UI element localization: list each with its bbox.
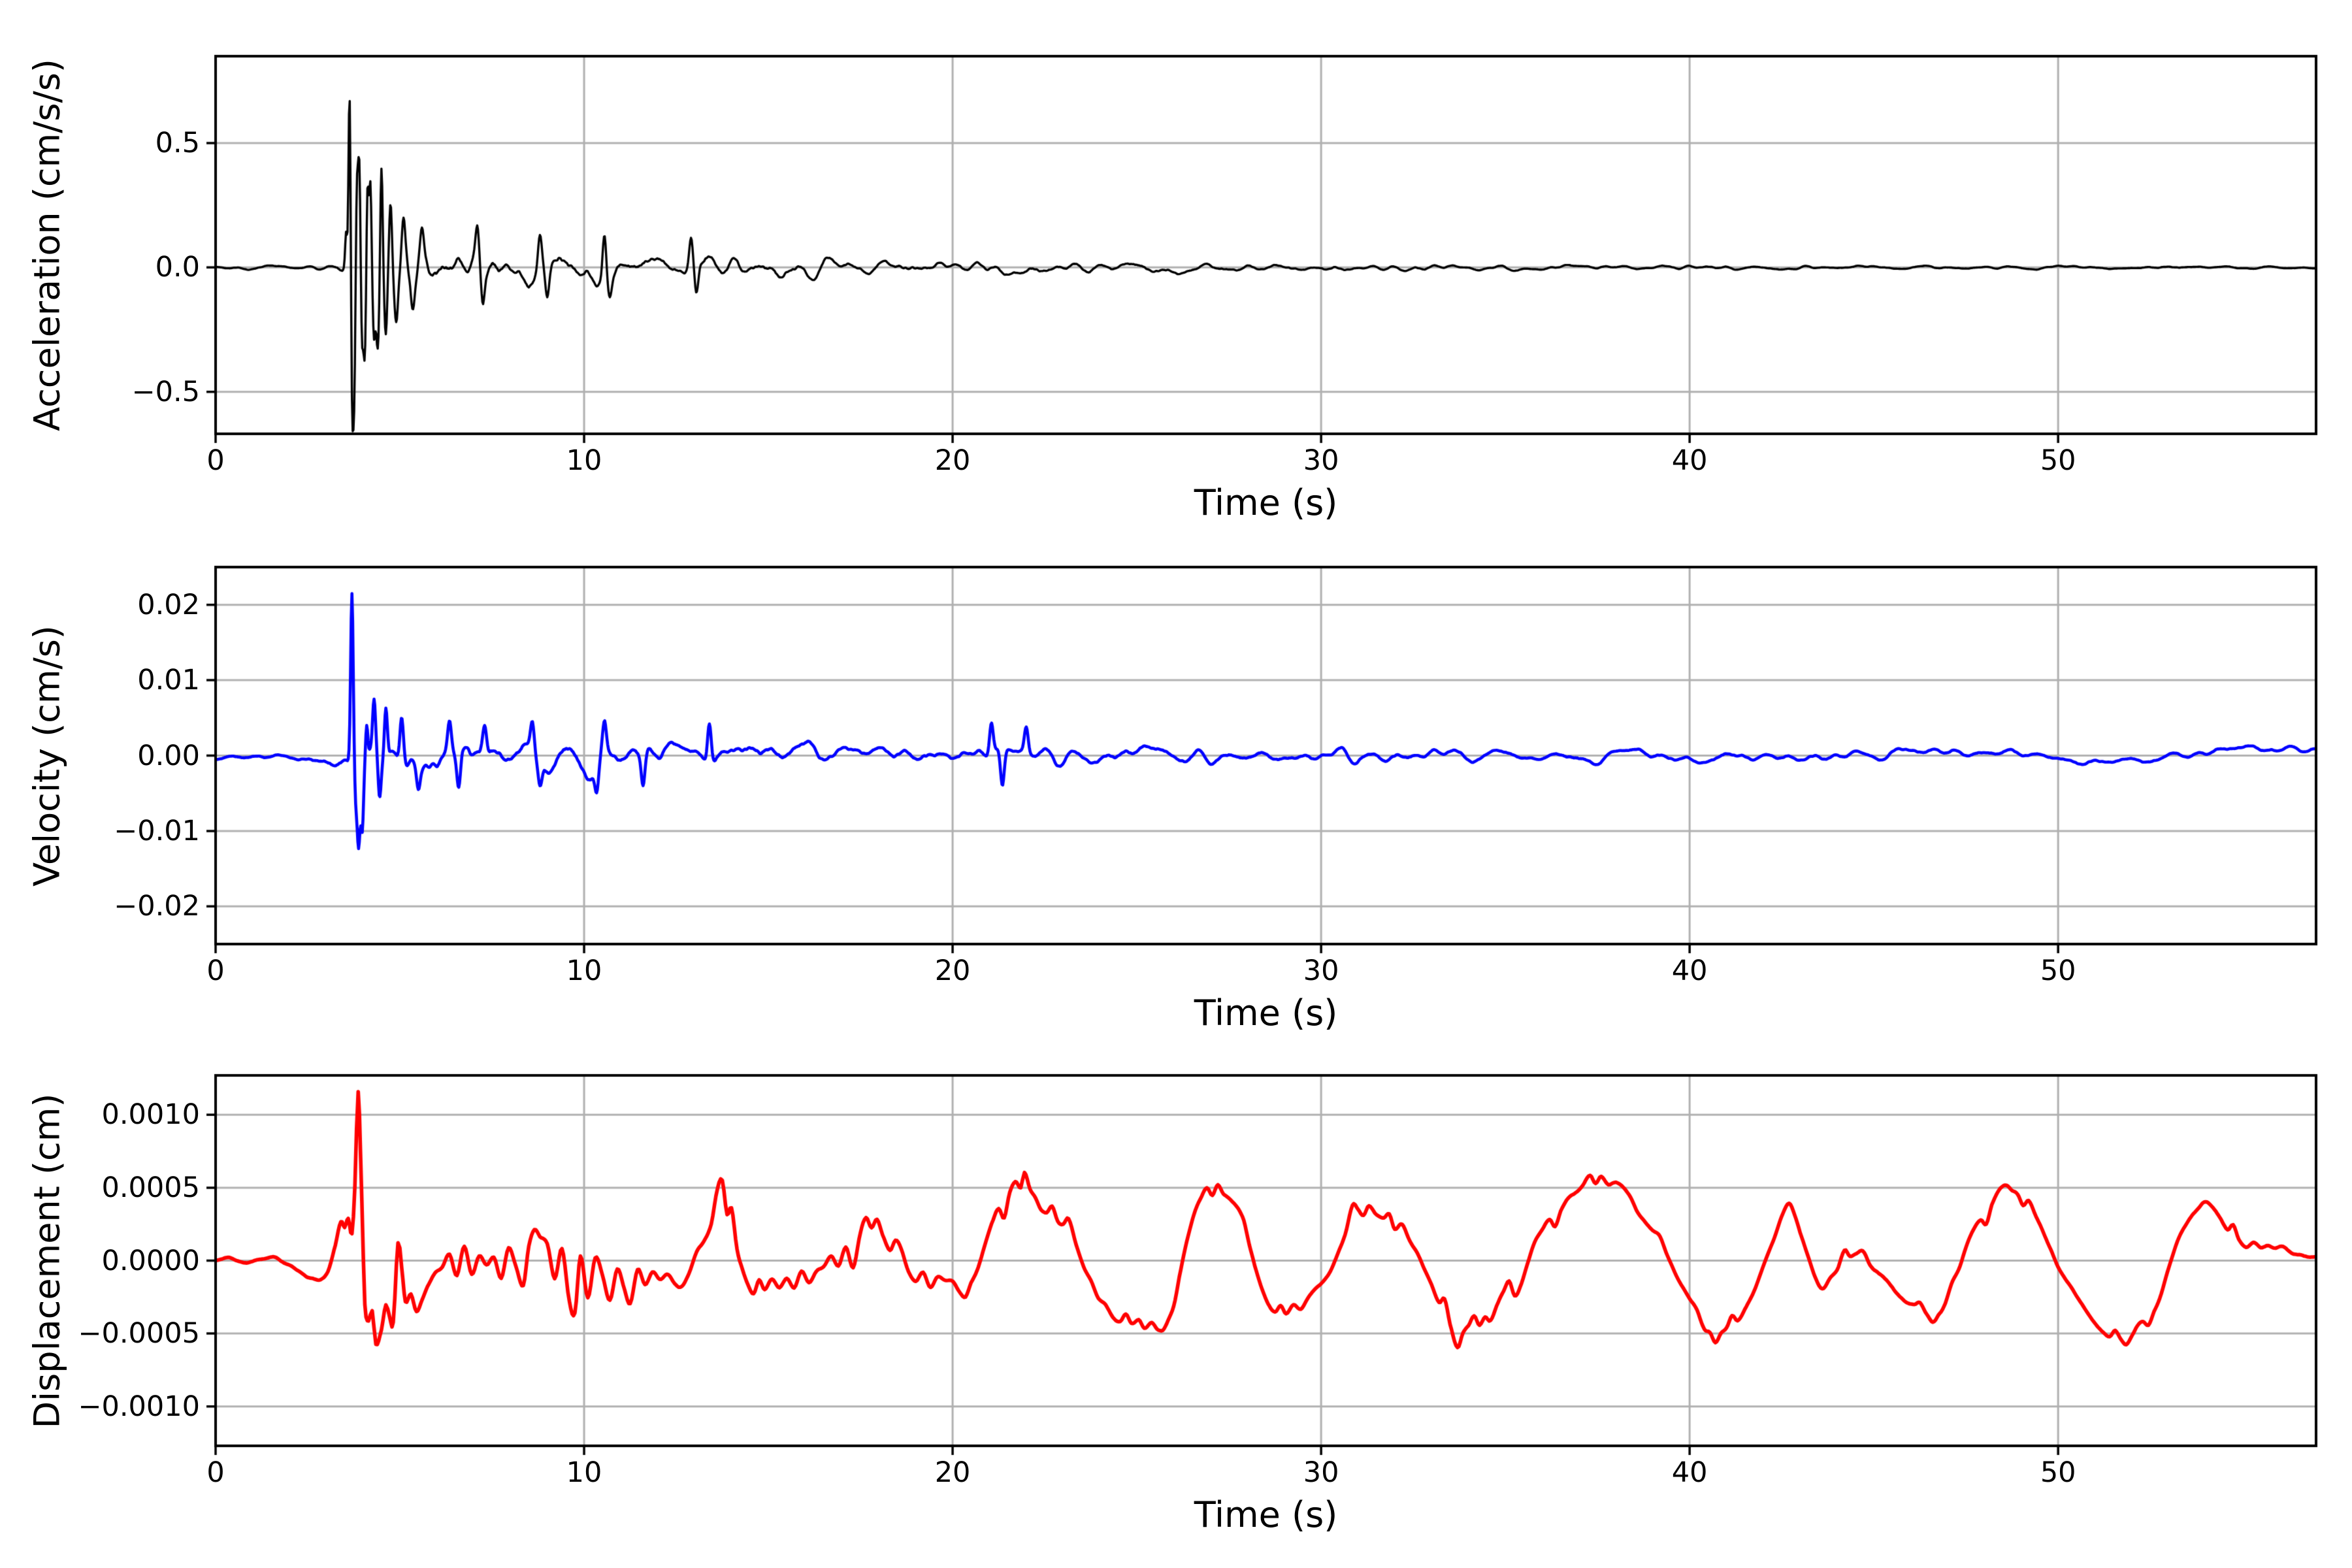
x-tick-label: 20 [934, 955, 971, 987]
velocity-x-axis-label: Time (s) [1194, 992, 1338, 1034]
x-tick-label: 50 [2040, 444, 2076, 477]
y-tick-label: 0.02 [137, 588, 200, 621]
x-tick-label: 40 [1671, 955, 1708, 987]
x-tick-label: 10 [566, 955, 602, 987]
x-tick-label: 0 [206, 1456, 225, 1489]
x-tick-label: 30 [1303, 955, 1339, 987]
displacement-x-axis-label: Time (s) [1194, 1494, 1338, 1535]
x-tick-label: 40 [1671, 1456, 1708, 1489]
y-tick-label: 0.0000 [101, 1244, 200, 1277]
y-tick-label: 0.00 [137, 739, 200, 772]
x-tick-label: 40 [1671, 444, 1708, 477]
x-tick-label: 50 [2040, 955, 2076, 987]
displacement-trace-canvas [189, 1049, 2342, 1472]
x-tick-label: 30 [1303, 444, 1339, 477]
y-tick-label: 0.01 [137, 664, 200, 697]
displacement-y-axis-label: Displacement (cm) [26, 1093, 68, 1428]
y-tick-label: 0.5 [155, 126, 200, 159]
y-tick-label: −0.0010 [78, 1390, 201, 1423]
x-tick-label: 10 [566, 1456, 602, 1489]
acceleration-x-axis-label: Time (s) [1194, 482, 1338, 523]
x-tick-label: 0 [206, 444, 225, 477]
y-tick-label: −0.02 [114, 890, 200, 923]
y-tick-label: 0.0 [155, 251, 200, 284]
velocity-y-axis-label: Velocity (cm/s) [26, 625, 68, 887]
acceleration-y-axis-label: Acceleration (cm/s/s) [26, 59, 68, 431]
x-tick-label: 20 [934, 1456, 971, 1489]
y-tick-label: −0.5 [131, 375, 200, 408]
y-tick-label: −0.01 [114, 814, 200, 847]
y-tick-label: 0.0010 [101, 1098, 200, 1132]
x-tick-label: 0 [206, 955, 225, 987]
x-tick-label: 20 [934, 444, 971, 477]
x-tick-label: 30 [1303, 1456, 1339, 1489]
velocity-trace-canvas [189, 541, 2342, 970]
x-tick-label: 10 [566, 444, 602, 477]
y-tick-label: 0.0005 [101, 1171, 200, 1204]
acceleration-trace-canvas [189, 30, 2342, 460]
x-tick-label: 50 [2040, 1456, 2076, 1489]
y-tick-label: −0.0005 [78, 1317, 201, 1350]
